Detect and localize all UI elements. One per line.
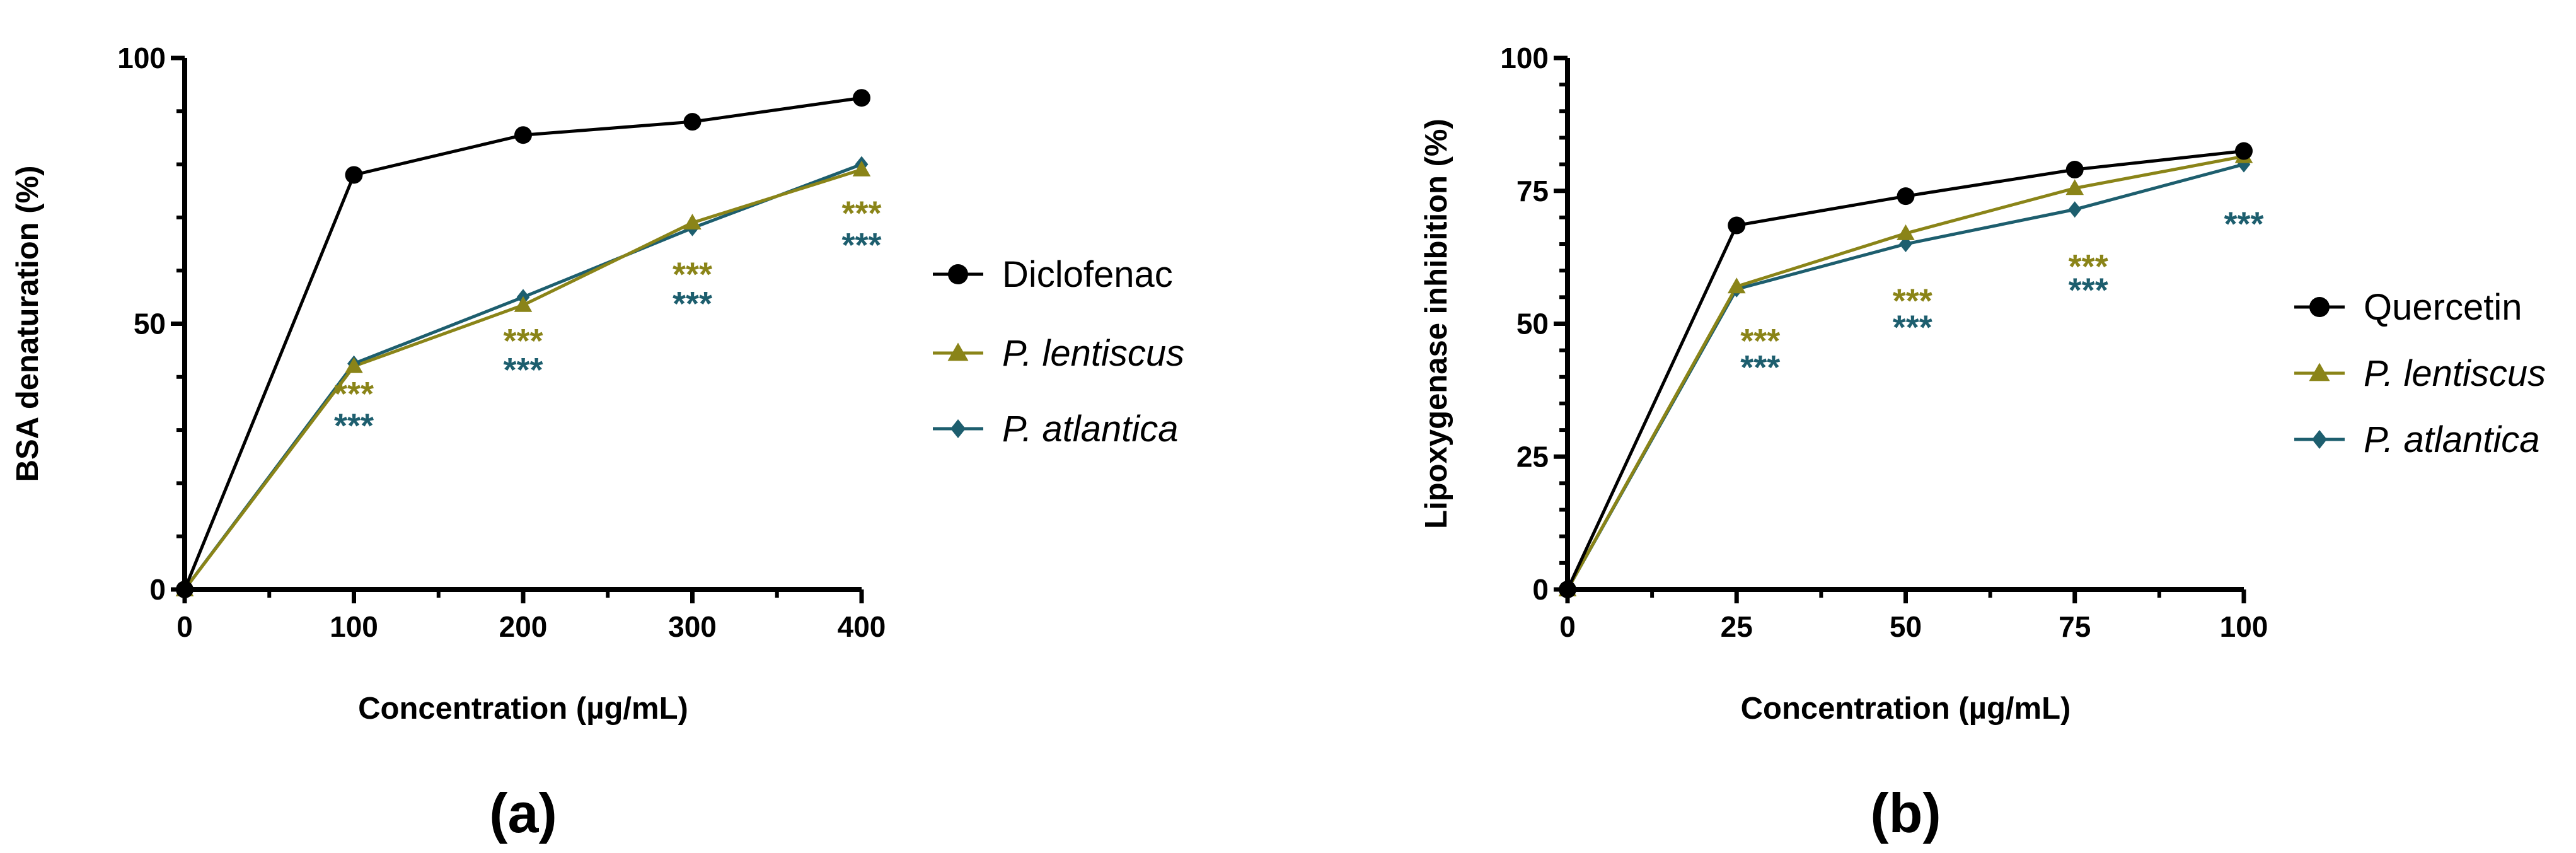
significance-label: *** <box>673 285 712 323</box>
legend-label: P. lentiscus <box>2364 353 2546 394</box>
panel-b: 0 25 50 75 100 0 25 50 75 100 Lipoxygenase inhibit… <box>1419 42 2546 844</box>
data-point <box>514 126 532 144</box>
legend-label: Diclofenac <box>1002 254 1173 295</box>
y-tick-label: 25 <box>1516 440 1549 473</box>
x-axis-title: Concentration (µg/mL) <box>358 692 688 726</box>
x-tick-label: 400 <box>838 610 886 643</box>
y-tick-label: 0 <box>1532 573 1549 606</box>
significance-label: *** <box>334 375 374 413</box>
data-point <box>345 357 363 373</box>
x-tick-label: 0 <box>176 610 193 643</box>
y-tick-label: 50 <box>1516 308 1549 340</box>
data-point <box>1897 224 1915 240</box>
x-tick-label: 100 <box>2220 610 2268 643</box>
y-tick-label: 0 <box>149 573 166 606</box>
y-tick-label: 50 <box>134 308 166 340</box>
data-point <box>683 113 702 131</box>
panel-label: (b) <box>1870 782 1941 844</box>
significance-label: *** <box>673 255 712 293</box>
legend-marker <box>947 342 969 361</box>
x-tick-label: 75 <box>2059 610 2091 643</box>
data-point <box>853 89 870 107</box>
x-tick-label: 200 <box>499 610 548 643</box>
data-point <box>1897 187 1915 206</box>
data-point <box>1728 216 1746 235</box>
legend-label: P. atlantica <box>2364 419 2539 460</box>
series-line <box>1566 149 2244 591</box>
data-point <box>2235 142 2253 160</box>
y-tick-label: 100 <box>117 42 166 74</box>
legend-marker <box>2312 430 2327 449</box>
y-axis-title: Lipoxygenase inhibition (%) <box>1419 119 1453 529</box>
x-tick-label: 50 <box>1890 610 1922 643</box>
data-point <box>2068 201 2082 218</box>
significance-label: *** <box>334 407 374 445</box>
x-tick-label: 0 <box>1559 610 1576 643</box>
legend-label: P. atlantica <box>1002 409 1178 450</box>
significance-label: *** <box>2224 205 2263 243</box>
data-point <box>683 214 702 230</box>
legend-marker <box>948 264 968 284</box>
legend-marker <box>2309 297 2330 317</box>
significance-label: *** <box>503 322 543 360</box>
legend-marker <box>950 419 966 438</box>
significance-label: *** <box>1893 282 1932 320</box>
x-tick-label: 100 <box>330 610 378 643</box>
x-axis-title: Concentration (µg/mL) <box>1741 692 2071 726</box>
data-point <box>514 296 533 312</box>
significance-label: *** <box>2069 272 2108 310</box>
legend-marker <box>2309 363 2330 381</box>
significance-label: *** <box>1740 349 1780 386</box>
significance-label: *** <box>1893 309 1932 347</box>
significance-label: *** <box>2069 248 2108 286</box>
significance-label: *** <box>841 226 881 264</box>
x-tick-label: 300 <box>668 610 717 643</box>
panel-a: 0 50 100 0 100 200 300 400 BSA denaturation (%) C… <box>11 42 1184 844</box>
data-point <box>1559 581 1576 598</box>
y-tick-label: 100 <box>1500 42 1549 74</box>
significance-label: *** <box>841 194 881 232</box>
y-tick-label: 75 <box>1516 175 1549 207</box>
data-point <box>2065 179 2084 195</box>
x-tick-label: 25 <box>1721 610 1753 643</box>
data-point <box>2065 161 2084 179</box>
data-point <box>176 581 193 598</box>
significance-label: *** <box>503 351 543 389</box>
significance-label: *** <box>1740 322 1780 360</box>
y-axis-title: BSA denaturation (%) <box>11 166 45 482</box>
data-point <box>852 160 871 177</box>
data-point <box>1727 277 1746 294</box>
legend-label: Quercetin <box>2364 287 2522 328</box>
data-point <box>345 166 363 184</box>
legend-label: P. lentiscus <box>1002 333 1184 374</box>
panel-label: (a) <box>489 782 557 844</box>
